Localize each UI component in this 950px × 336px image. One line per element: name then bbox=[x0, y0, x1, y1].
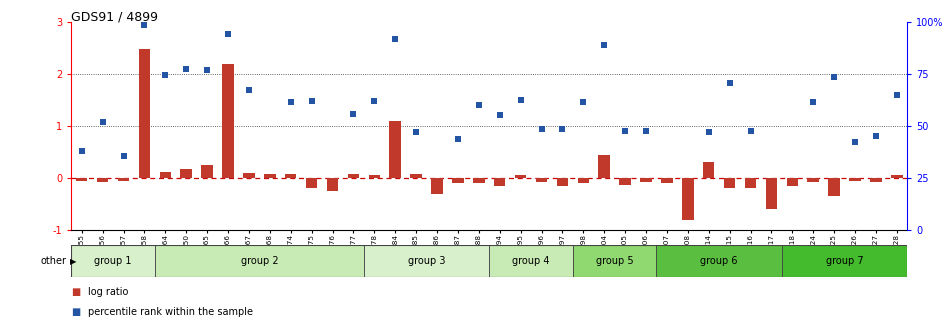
Bar bbox=[849, 178, 861, 181]
Text: group 5: group 5 bbox=[596, 256, 634, 266]
Bar bbox=[452, 178, 464, 183]
Bar bbox=[364, 245, 489, 277]
Bar bbox=[891, 175, 902, 178]
Bar bbox=[536, 178, 547, 182]
Bar bbox=[766, 178, 777, 209]
Bar bbox=[180, 169, 192, 178]
Bar bbox=[222, 64, 234, 178]
Bar bbox=[201, 165, 213, 178]
Bar bbox=[682, 178, 694, 220]
Bar bbox=[494, 178, 505, 186]
Bar bbox=[870, 178, 882, 182]
Text: group 1: group 1 bbox=[94, 256, 132, 266]
Bar bbox=[160, 172, 171, 178]
Bar bbox=[264, 174, 276, 178]
Bar bbox=[327, 178, 338, 191]
Bar bbox=[598, 155, 610, 178]
Bar bbox=[139, 49, 150, 178]
Bar bbox=[745, 178, 756, 188]
Bar bbox=[578, 178, 589, 183]
Text: group 7: group 7 bbox=[826, 256, 864, 266]
Bar bbox=[573, 245, 656, 277]
Bar bbox=[703, 163, 714, 178]
Text: group 4: group 4 bbox=[512, 256, 550, 266]
Text: group 2: group 2 bbox=[240, 256, 278, 266]
Bar bbox=[285, 174, 296, 178]
Bar bbox=[656, 245, 782, 277]
Bar bbox=[306, 178, 317, 188]
Text: ■: ■ bbox=[71, 307, 81, 318]
Bar bbox=[557, 178, 568, 186]
Bar bbox=[348, 174, 359, 178]
Text: ▶: ▶ bbox=[70, 257, 77, 266]
Text: other: other bbox=[41, 256, 66, 266]
Bar bbox=[808, 178, 819, 182]
Bar bbox=[76, 178, 87, 181]
Bar bbox=[243, 173, 255, 178]
Bar bbox=[787, 178, 798, 186]
Bar bbox=[390, 121, 401, 178]
Bar bbox=[515, 175, 526, 178]
Bar bbox=[155, 245, 364, 277]
Bar bbox=[118, 178, 129, 181]
Bar bbox=[473, 178, 485, 183]
Bar bbox=[640, 178, 652, 182]
Text: group 3: group 3 bbox=[408, 256, 446, 266]
Text: ■: ■ bbox=[71, 287, 81, 297]
Bar bbox=[489, 245, 573, 277]
Text: group 6: group 6 bbox=[700, 256, 738, 266]
Text: percentile rank within the sample: percentile rank within the sample bbox=[88, 307, 254, 318]
Bar bbox=[619, 178, 631, 185]
Bar bbox=[369, 175, 380, 178]
Text: GDS91 / 4899: GDS91 / 4899 bbox=[71, 10, 159, 23]
Bar bbox=[431, 178, 443, 194]
Bar bbox=[71, 245, 155, 277]
Bar bbox=[97, 178, 108, 182]
Bar bbox=[661, 178, 673, 183]
Bar bbox=[828, 178, 840, 196]
Bar bbox=[782, 245, 907, 277]
Text: log ratio: log ratio bbox=[88, 287, 128, 297]
Bar bbox=[724, 178, 735, 188]
Bar bbox=[410, 174, 422, 178]
